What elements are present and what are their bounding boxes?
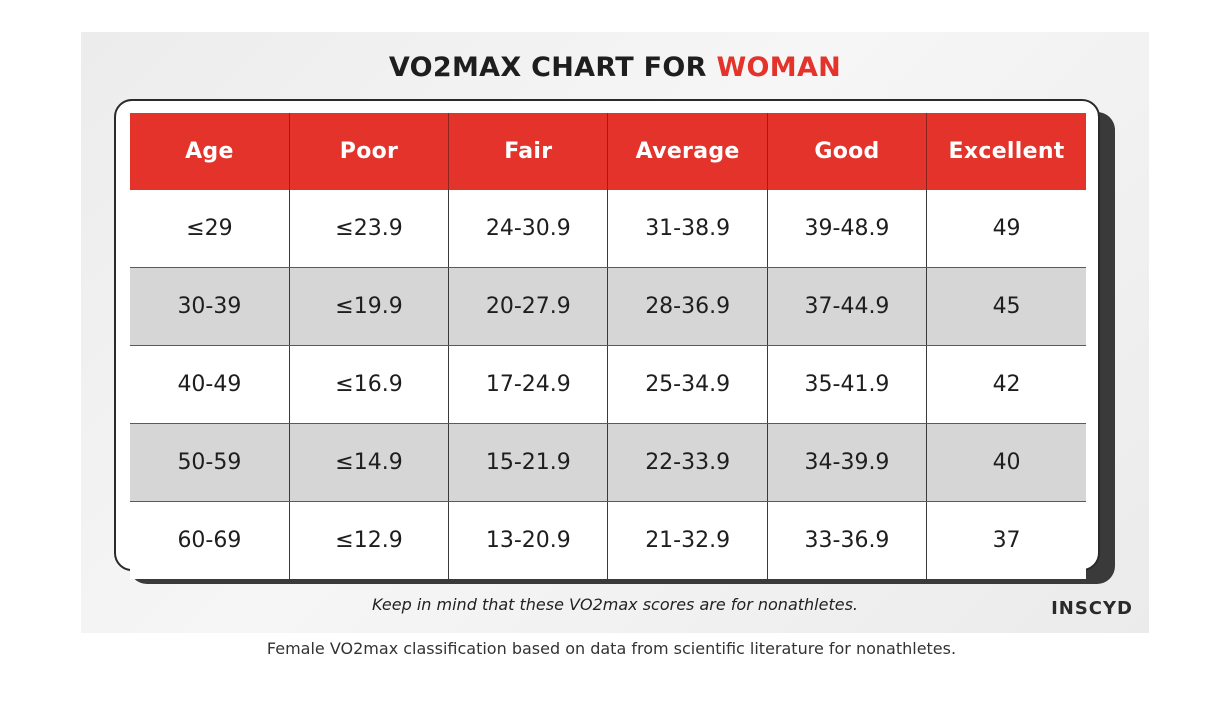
inscyd-logo: INSCYD bbox=[1051, 598, 1133, 619]
cell-fair: 15-21.9 bbox=[448, 423, 609, 502]
cell-average: 25-34.9 bbox=[607, 345, 768, 424]
table-row: ≤29 ≤23.9 24-30.9 31-38.9 39-48.9 49 bbox=[130, 190, 1086, 268]
cell-excellent: 45 bbox=[926, 267, 1086, 346]
cell-good: 39-48.9 bbox=[767, 190, 928, 268]
cell-poor: ≤14.9 bbox=[289, 423, 450, 502]
figure-caption: Female VO2max classification based on da… bbox=[266, 639, 957, 658]
cell-age: 50-59 bbox=[130, 423, 290, 502]
cell-fair: 17-24.9 bbox=[448, 345, 609, 424]
table-row: 30-39 ≤19.9 20-27.9 28-36.9 37-44.9 45 bbox=[130, 267, 1086, 346]
chart-title-accent: WOMAN bbox=[716, 52, 842, 83]
cell-excellent: 37 bbox=[926, 501, 1086, 579]
cell-average: 31-38.9 bbox=[607, 190, 768, 268]
cell-fair: 24-30.9 bbox=[448, 190, 609, 268]
column-header-poor: Poor bbox=[289, 113, 450, 190]
cell-average: 28-36.9 bbox=[607, 267, 768, 346]
cell-excellent: 42 bbox=[926, 345, 1086, 424]
cell-poor: ≤16.9 bbox=[289, 345, 450, 424]
vo2max-table: Age Poor Fair Average Good Excellent ≤29… bbox=[130, 113, 1086, 579]
cell-good: 37-44.9 bbox=[767, 267, 928, 346]
table-header-row: Age Poor Fair Average Good Excellent bbox=[130, 113, 1086, 190]
cell-poor: ≤23.9 bbox=[289, 190, 450, 268]
chart-title: VO2MAX CHART FOR WOMAN bbox=[81, 52, 1149, 83]
table-row: 60-69 ≤12.9 13-20.9 21-32.9 33-36.9 37 bbox=[130, 501, 1086, 579]
column-header-age: Age bbox=[130, 113, 290, 190]
cell-fair: 20-27.9 bbox=[448, 267, 609, 346]
cell-age: 60-69 bbox=[130, 501, 290, 579]
column-header-fair: Fair bbox=[448, 113, 609, 190]
vo2max-infographic: VO2MAX CHART FOR WOMAN Age Poor Fair Ave… bbox=[81, 32, 1149, 633]
cell-good: 35-41.9 bbox=[767, 345, 928, 424]
cell-poor: ≤12.9 bbox=[289, 501, 450, 579]
cell-age: 40-49 bbox=[130, 345, 290, 424]
cell-poor: ≤19.9 bbox=[289, 267, 450, 346]
cell-age: ≤29 bbox=[130, 190, 290, 268]
cell-good: 33-36.9 bbox=[767, 501, 928, 579]
table-row: 50-59 ≤14.9 15-21.9 22-33.9 34-39.9 40 bbox=[130, 423, 1086, 502]
table-row: 40-49 ≤16.9 17-24.9 25-34.9 35-41.9 42 bbox=[130, 345, 1086, 424]
table-card: Age Poor Fair Average Good Excellent ≤29… bbox=[114, 99, 1100, 579]
cell-excellent: 49 bbox=[926, 190, 1086, 268]
cell-average: 21-32.9 bbox=[607, 501, 768, 579]
cell-excellent: 40 bbox=[926, 423, 1086, 502]
cell-good: 34-39.9 bbox=[767, 423, 928, 502]
column-header-excellent: Excellent bbox=[926, 113, 1086, 190]
cell-fair: 13-20.9 bbox=[448, 501, 609, 579]
column-header-good: Good bbox=[767, 113, 928, 190]
chart-title-main: VO2MAX CHART FOR bbox=[388, 52, 707, 83]
cell-age: 30-39 bbox=[130, 267, 290, 346]
cell-average: 22-33.9 bbox=[607, 423, 768, 502]
column-header-average: Average bbox=[607, 113, 768, 190]
nonathlete-note: Keep in mind that these VO2max scores ar… bbox=[372, 595, 858, 614]
